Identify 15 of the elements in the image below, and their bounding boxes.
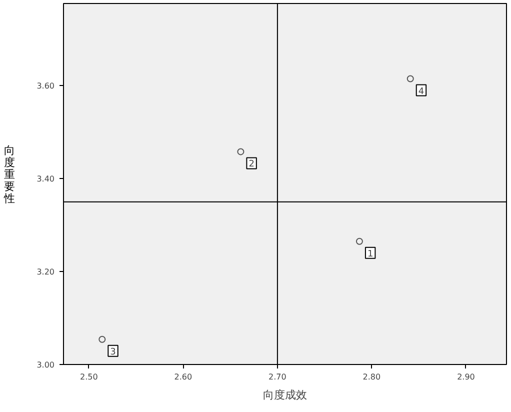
y-tick-label: 3.40 — [36, 174, 54, 184]
x-tick-label: 2.50 — [80, 372, 98, 382]
y-tick-label: 3.20 — [36, 268, 54, 277]
annotation: 3 — [110, 347, 116, 358]
annotation: 2 — [248, 160, 254, 170]
annotation: 1 — [367, 249, 374, 260]
x-axis-title: 向度成效 — [263, 388, 307, 402]
y-axis-title: 向度重要性 — [4, 144, 15, 206]
annotation: 4 — [418, 86, 424, 97]
x-tick-label: 2.60 — [174, 372, 192, 382]
y-tick-label: 3.00 — [36, 360, 54, 370]
x-tick-label: 2.90 — [457, 372, 475, 382]
x-tick-label: 2.80 — [362, 372, 381, 382]
y-tick-label: 3.60 — [36, 82, 54, 91]
x-tick-label: 2.70 — [268, 372, 286, 382]
